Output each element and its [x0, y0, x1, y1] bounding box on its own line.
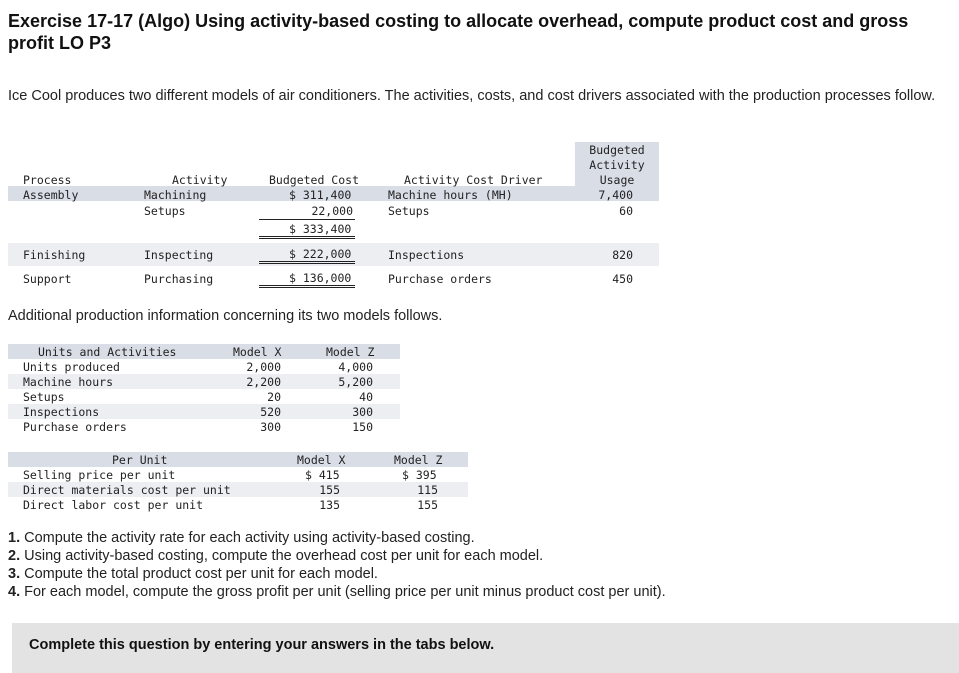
cell-activity: Inspecting: [144, 248, 214, 262]
row-model-z: $ 395: [402, 468, 437, 482]
row-model-z: 5,200: [338, 375, 373, 389]
cell-driver: Inspections: [388, 248, 465, 262]
row-model-x: 300: [260, 420, 281, 434]
row-model-z: 115: [417, 483, 438, 497]
row-model-x: 20: [267, 390, 281, 404]
header-model-z: Model Z: [394, 453, 443, 467]
row-model-x: 155: [319, 483, 340, 497]
row-model-x: 520: [260, 405, 281, 419]
cell-usage: 450: [612, 272, 633, 286]
additional-info-text: Additional production information concer…: [8, 308, 443, 324]
cell-process: Assembly: [23, 188, 79, 202]
instruction-banner: Complete this question by entering your …: [12, 623, 959, 673]
row-model-x: $ 415: [305, 468, 340, 482]
header-activity: Activity: [172, 173, 228, 187]
row-label: Units produced: [23, 360, 120, 374]
header-budgeted-cost: Budgeted Cost: [269, 173, 360, 187]
header-process: Process: [23, 173, 72, 187]
cell-activity: Purchasing: [144, 272, 214, 286]
cell-usage: 820: [612, 248, 633, 262]
row-label: Direct materials cost per unit: [23, 483, 231, 497]
question-2: 2. Using activity-based costing, compute…: [8, 548, 544, 564]
row-model-z: 300: [352, 405, 373, 419]
instruction-text: Complete this question by entering your …: [29, 637, 495, 653]
cell-cost: 22,000: [259, 202, 355, 220]
cell-usage: 7,400: [598, 188, 633, 202]
row-model-z: 40: [359, 390, 373, 404]
question-4: 4. For each model, compute the gross pro…: [8, 584, 666, 600]
cell-driver: Purchase orders: [388, 272, 492, 286]
cell-cost-subtotal: $ 333,400: [259, 221, 355, 239]
row-label: Machine hours: [23, 375, 114, 389]
header-cost-driver: Activity Cost Driver: [404, 173, 543, 187]
header-usage-1: Budgeted: [589, 143, 645, 157]
row-label: Setups: [23, 390, 65, 404]
row-model-x: 2,000: [246, 360, 281, 374]
question-1: 1. Compute the activity rate for each ac…: [8, 530, 475, 546]
header-usage-3: Usage: [599, 173, 635, 187]
exercise-title: Exercise 17-17 (Algo) Using activity-bas…: [8, 11, 909, 53]
cell-driver: Setups: [388, 204, 430, 218]
row-model-z: 4,000: [338, 360, 373, 374]
header-usage-2: Activity: [589, 158, 645, 172]
cell-cost: $ 222,000: [259, 245, 355, 264]
row-label: Selling price per unit: [23, 468, 176, 482]
cell-activity: Setups: [144, 204, 186, 218]
cell-driver: Machine hours (MH): [388, 188, 513, 202]
header-model-x: Model X: [233, 345, 282, 359]
header-per-unit: Per Unit: [112, 453, 168, 467]
row-label: Purchase orders: [23, 420, 127, 434]
cell-process: Finishing: [23, 248, 86, 262]
row-model-x: 2,200: [246, 375, 281, 389]
cell-cost: $ 311,400: [289, 188, 352, 202]
cell-activity: Machining: [144, 188, 207, 202]
header-model-z: Model Z: [326, 345, 375, 359]
row-model-z: 150: [352, 420, 373, 434]
cell-cost: $ 136,000: [259, 269, 355, 288]
row-label: Inspections: [23, 405, 100, 419]
row-model-z: 155: [417, 498, 438, 512]
row-model-x: 135: [319, 498, 340, 512]
intro-paragraph: Ice Cool produces two different models o…: [8, 88, 936, 104]
row-label: Direct labor cost per unit: [23, 498, 204, 512]
cell-usage: 60: [619, 204, 633, 218]
cell-process: Support: [23, 272, 72, 286]
header-model-x: Model X: [297, 453, 346, 467]
question-3: 3. Compute the total product cost per un…: [8, 566, 378, 582]
header-units-activities: Units and Activities: [38, 345, 177, 359]
